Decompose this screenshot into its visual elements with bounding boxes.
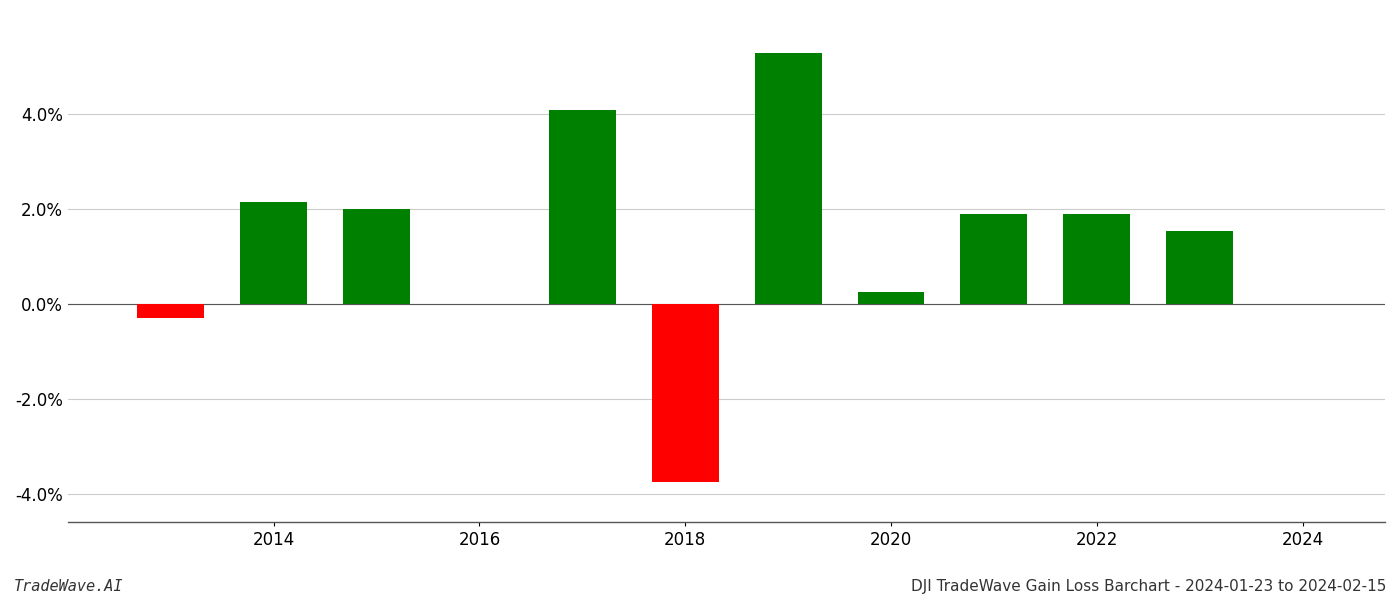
Bar — [549, 110, 616, 304]
Bar — [960, 214, 1028, 304]
Bar — [343, 209, 410, 304]
Text: DJI TradeWave Gain Loss Barchart - 2024-01-23 to 2024-02-15: DJI TradeWave Gain Loss Barchart - 2024-… — [910, 579, 1386, 594]
Text: TradeWave.AI: TradeWave.AI — [14, 579, 123, 594]
Bar — [652, 304, 718, 482]
Bar — [137, 304, 204, 318]
Bar — [1064, 214, 1130, 304]
Bar — [241, 202, 307, 304]
Bar — [1166, 230, 1233, 304]
Bar — [755, 53, 822, 304]
Bar — [858, 292, 924, 304]
